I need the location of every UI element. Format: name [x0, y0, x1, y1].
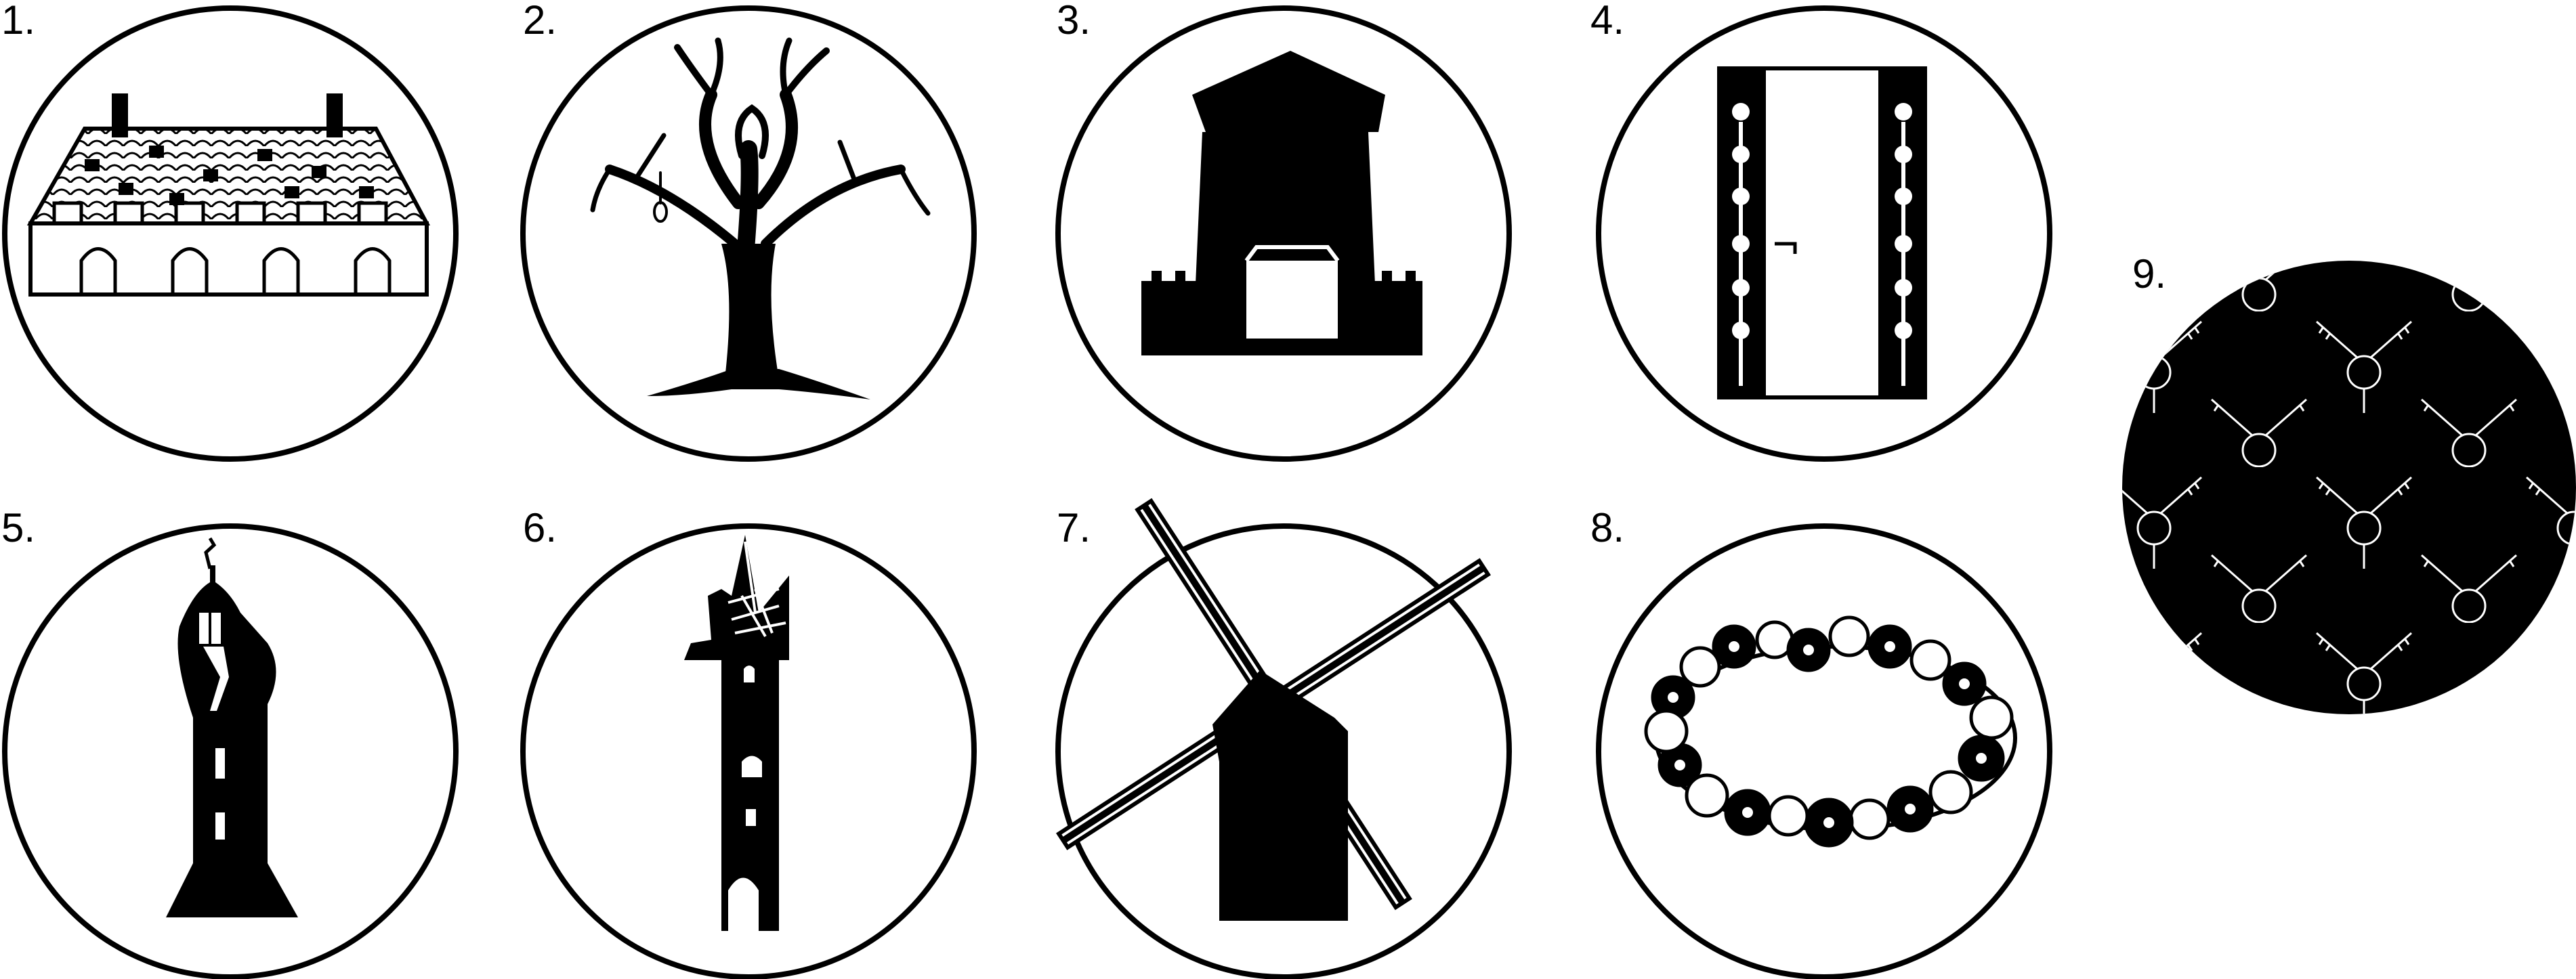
emblem-7	[1055, 498, 1512, 979]
ornate-door-icon	[1717, 66, 1927, 399]
emblem-number-5: 5.	[1, 505, 35, 550]
emblem-3	[1055, 5, 1512, 462]
emblem-number-4: 4.	[1590, 0, 1624, 43]
emblem-8	[1596, 523, 2052, 979]
emblem-number-8: 8.	[1590, 505, 1624, 550]
church-tower-icon	[166, 537, 298, 917]
emblem-9	[2122, 261, 2576, 714]
emblem-number-1: 1.	[1, 0, 35, 43]
emblem-number-6: 6.	[523, 505, 557, 550]
emblem-8-frame	[1596, 523, 2052, 979]
keys-pattern-icon	[2122, 261, 2576, 714]
emblem-1	[2, 5, 459, 462]
windmill-icon	[1056, 498, 1491, 921]
emblem-number-2: 2.	[523, 0, 557, 43]
emblem-2	[520, 5, 977, 462]
emblem-6	[520, 523, 977, 979]
hanging-tree-icon	[590, 37, 931, 399]
emblem-5	[2, 523, 459, 979]
flower-wreath-icon	[1644, 615, 2017, 848]
emblem-number-9: 9.	[2132, 251, 2166, 297]
longhouse-icon	[26, 93, 431, 297]
ruined-tower-icon	[684, 535, 789, 931]
emblem-number-3: 3.	[1057, 0, 1091, 43]
emblem-4	[1596, 5, 2052, 462]
emblem-number-7: 7.	[1057, 505, 1091, 550]
gate-tower-icon	[1141, 51, 1422, 355]
